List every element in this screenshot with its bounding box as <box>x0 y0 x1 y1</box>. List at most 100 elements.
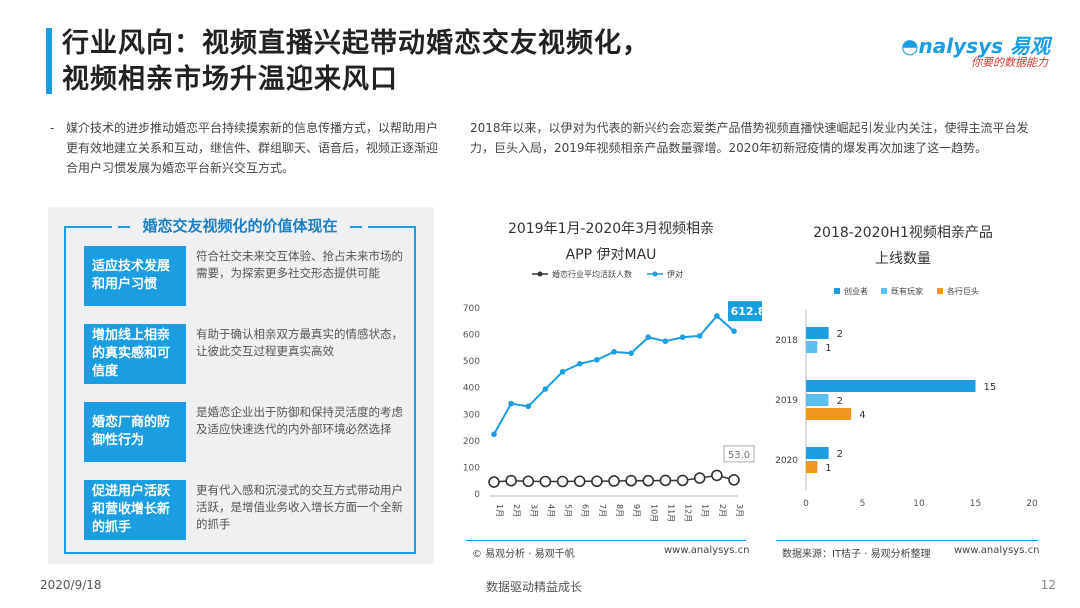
data-point-yidui <box>542 386 549 392</box>
bar-value-label: 1 <box>825 463 831 474</box>
data-point-yidui <box>731 328 737 334</box>
bar-2019-2 <box>806 408 852 420</box>
data-point-avg <box>693 472 706 484</box>
data-point-yidui <box>628 350 634 356</box>
x-tick-label: 20 <box>1026 499 1038 509</box>
logo-text: nalysys <box>918 34 1004 58</box>
bar-chart-title: 2018-2020H1视频相亲产品 上线数量 <box>778 220 1028 272</box>
data-point-avg <box>728 474 740 486</box>
data-point-yidui <box>714 313 720 319</box>
x-tick-label: 9月 <box>632 504 641 517</box>
x-tick-label: 2月 <box>512 504 521 517</box>
value-item-label: 增加线上相亲的真实感和可信度 <box>84 324 186 384</box>
category-label: 2020 <box>775 456 798 466</box>
line-chart-title-line2: APP 伊对MAU <box>565 247 657 263</box>
value-item: 促进用户活跃和营收增长新的抓手 更有代入感和沉浸式的交互方式带动用户活跃，是增值… <box>84 480 404 540</box>
y-tick-label: 300 <box>463 410 480 420</box>
value-heading: 婚恋交友视频化的价值体现在 <box>112 214 368 238</box>
line-chart-title-line1: 2019年1月-2020年3月视频相亲 <box>507 221 715 237</box>
x-tick-label: 5月 <box>564 504 573 517</box>
data-point-avg <box>522 475 535 488</box>
data-point-avg <box>556 475 569 488</box>
bar-chart-source: 数据来源：IT桔子 · 易观分析整理 <box>782 549 931 560</box>
value-item: 婚恋厂商的防御性行为 是婚恋企业出于防御和保持灵活度的考虑及适应快速迭代的内外部… <box>84 402 404 462</box>
bar-chart-site: www.analysys.cn <box>954 545 1040 556</box>
data-point-yidui <box>525 403 532 410</box>
line-chart: 婚恋行业平均活跃人数 伊对 0 100 200 300 400 500 600 700 1月 2月 3月… <box>463 269 762 522</box>
data-point-avg <box>573 475 586 488</box>
bar-2020-0 <box>806 447 829 459</box>
y-tick-label: 400 <box>463 384 480 394</box>
x-tick-label: 6月 <box>581 504 590 517</box>
intro-left-text: 媒介技术的进步推动婚恋平台持续摸索新的信息传播方式，以帮助用户更有效地建立关系和… <box>66 121 439 175</box>
bar-chart-title-line1: 2018-2020H1视频相亲产品 <box>813 225 993 241</box>
y-tick-label: 500 <box>463 357 480 367</box>
bar-2019-1 <box>806 394 829 406</box>
legend-label-0: 创业者 <box>844 286 868 296</box>
value-item-desc: 符合社交未来交互体验、抢占未来市场的需要，为探索更多社交形态提供可能 <box>196 249 403 280</box>
bar-2018-0 <box>806 327 829 339</box>
bar-chart-title-line2: 上线数量 <box>875 251 931 267</box>
data-point-yidui <box>508 400 514 407</box>
line-chart-site: www.analysys.cn <box>664 545 750 556</box>
bar-value-label: 2 <box>837 449 843 460</box>
data-point-yidui <box>559 368 566 375</box>
title-accent-bar <box>46 28 52 94</box>
bar-value-label: 2 <box>837 396 843 407</box>
bar-2019-0 <box>806 380 976 392</box>
data-point-avg <box>488 476 500 488</box>
data-point-avg <box>591 475 603 488</box>
logo-glyph: ◓ <box>901 34 919 58</box>
x-tick-label: 7月 <box>598 504 607 517</box>
data-point-yidui <box>491 431 497 438</box>
footer-slogan: 数据驱动精益成长 <box>486 580 583 594</box>
legend-swatch-1 <box>881 288 887 294</box>
value-item-desc: 有助于确认相亲双方最真实的情感状态，让彼此交互过程更真实高效 <box>196 327 403 358</box>
footer-date: 2020/9/18 <box>40 578 102 592</box>
line-chart-divider <box>466 540 746 541</box>
data-point-avg <box>711 469 723 482</box>
x-tick-label: 11月 <box>666 504 675 522</box>
bar-2020-2 <box>806 461 818 473</box>
page-number: 12 <box>1040 578 1056 592</box>
x-tick-label: 2月 <box>718 504 727 517</box>
x-tick-label: 3月 <box>529 504 538 517</box>
intro-right-text: 2018年以来，以伊对为代表的新兴约会恋爱类产品借势视频直播快速崛起引发业内关注… <box>470 121 1029 155</box>
x-tick-label: 15 <box>970 499 981 509</box>
data-point-yidui <box>679 334 686 341</box>
x-tick-label: 5 <box>860 499 866 509</box>
legend-swatch-2 <box>937 288 943 294</box>
bar-value-label: 1 <box>825 343 831 354</box>
x-tick-label: 4月 <box>546 504 555 517</box>
heading-dash-right <box>350 226 362 228</box>
bar-value-label: 15 <box>984 382 997 393</box>
x-tick-label: 8月 <box>615 504 624 517</box>
data-point-avg <box>676 474 689 487</box>
data-point-yidui <box>645 334 652 341</box>
callout-label-yidui: 612.8 <box>731 305 762 318</box>
bar-value-label: 2 <box>837 329 843 340</box>
bar-value-label: 4 <box>859 410 865 421</box>
data-point-avg <box>505 474 517 487</box>
analysys-logo: ◓nalysys 易观 你要的数据能力 <box>901 30 1050 72</box>
value-heading-text: 婚恋交友视频化的价值体现在 <box>142 217 338 235</box>
legend-marker-1 <box>652 271 658 277</box>
logo-slogan: 你要的数据能力 <box>971 56 1048 69</box>
x-tick-label: 12月 <box>684 504 693 522</box>
legend-marker-0 <box>537 271 543 277</box>
data-point-yidui <box>662 338 669 345</box>
bullet-dash: - <box>50 121 55 135</box>
bar-chart-divider <box>776 540 1038 541</box>
value-item-label: 婚恋厂商的防御性行为 <box>84 402 186 462</box>
y-tick-label: 200 <box>463 437 480 447</box>
data-point-avg <box>539 475 552 488</box>
page-title-line2: 视频相亲市场升温迎来风口 <box>62 64 398 95</box>
x-tick-label: 10 <box>913 499 925 509</box>
data-point-avg <box>642 474 655 487</box>
data-point-yidui <box>594 357 600 363</box>
line-chart-source: © 易观分析 · 易观千帆 <box>472 549 575 560</box>
x-tick-label: 0 <box>803 499 809 509</box>
logo-main: ◓nalysys 易观 <box>901 30 1050 59</box>
value-item-label: 促进用户活跃和营收增长新的抓手 <box>84 480 186 540</box>
line-chart-title: 2019年1月-2020年3月视频相亲 APP 伊对MAU <box>466 216 756 268</box>
